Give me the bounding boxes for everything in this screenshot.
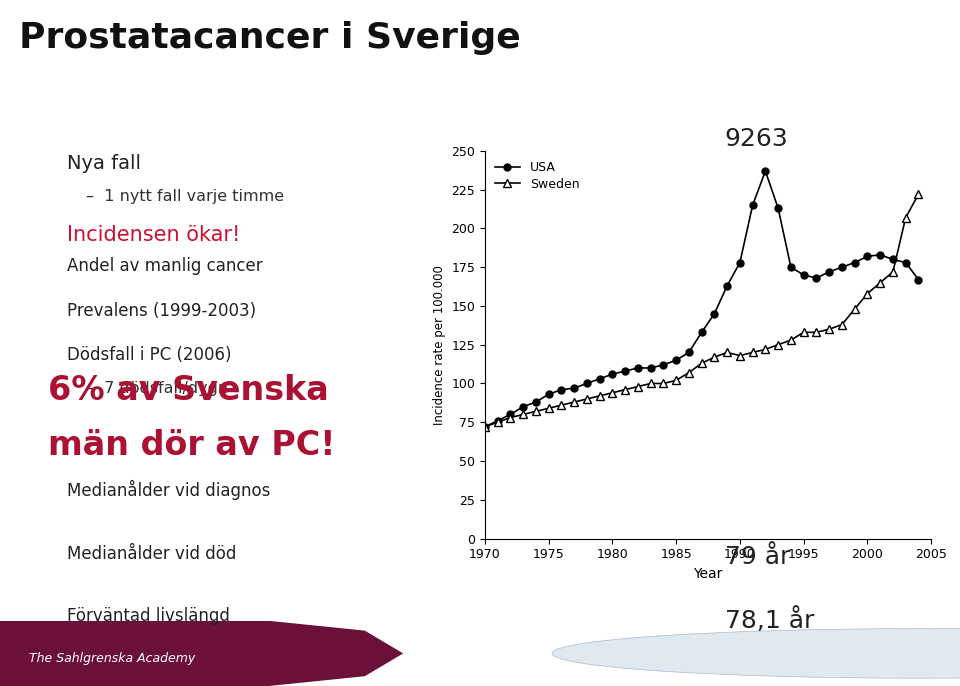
USA	[887, 255, 899, 263]
Sweden	[632, 383, 643, 391]
Sweden	[684, 368, 695, 377]
Sweden	[798, 328, 809, 336]
USA	[708, 309, 720, 318]
USA	[479, 423, 491, 431]
Sweden	[734, 351, 746, 359]
Sweden	[594, 392, 606, 400]
Text: Medianålder vid diagnos: Medianålder vid diagnos	[67, 480, 271, 500]
Sweden	[721, 348, 732, 357]
Sweden	[913, 190, 924, 198]
USA	[645, 364, 657, 372]
Sweden	[875, 279, 886, 287]
Sweden	[810, 328, 822, 336]
USA	[849, 259, 860, 267]
Text: män dör av PC!: män dör av PC!	[48, 429, 335, 462]
USA	[900, 259, 911, 267]
Sweden	[824, 325, 835, 333]
USA	[759, 167, 771, 175]
USA	[607, 370, 618, 378]
Sweden	[645, 379, 657, 388]
Text: Andel av manlig cancer: Andel av manlig cancer	[67, 257, 263, 275]
USA	[773, 204, 784, 213]
Sweden	[556, 401, 567, 410]
USA	[594, 375, 606, 383]
Sweden	[862, 289, 874, 298]
Sweden	[607, 389, 618, 397]
Text: –  1 nytt fall varje timme: – 1 nytt fall varje timme	[86, 189, 284, 204]
Line: USA: USA	[481, 167, 922, 430]
USA	[810, 274, 822, 282]
USA	[505, 410, 516, 418]
Sweden	[747, 348, 758, 357]
X-axis label: Year: Year	[693, 567, 723, 581]
Sweden	[492, 418, 503, 426]
USA	[862, 252, 874, 261]
USA	[619, 367, 631, 375]
Sweden	[568, 398, 580, 406]
Text: 9263: 9263	[725, 127, 788, 151]
USA	[684, 348, 695, 357]
USA	[875, 250, 886, 259]
Sweden	[900, 213, 911, 222]
USA	[785, 263, 797, 272]
Sweden	[849, 305, 860, 314]
Text: 79 år: 79 år	[725, 545, 790, 569]
Text: UNIVERSITY OF GOTHENBURG: UNIVERSITY OF GOTHENBURG	[748, 658, 923, 668]
USA	[747, 201, 758, 209]
Text: 6% av Svenska: 6% av Svenska	[48, 374, 328, 407]
Sweden	[708, 353, 720, 362]
USA	[734, 259, 746, 267]
Sweden	[530, 407, 541, 416]
Sweden	[670, 376, 682, 384]
USA	[581, 379, 592, 388]
USA	[798, 271, 809, 279]
USA	[670, 356, 682, 364]
USA	[492, 416, 503, 425]
Sweden	[836, 320, 848, 329]
USA	[568, 384, 580, 392]
Sweden	[517, 410, 529, 418]
USA	[542, 390, 554, 399]
Polygon shape	[0, 621, 403, 686]
USA	[696, 328, 708, 336]
USA	[556, 386, 567, 394]
USA	[658, 361, 669, 369]
Sweden	[581, 395, 592, 403]
Text: Nya fall: Nya fall	[67, 154, 141, 174]
Text: 78,1 år: 78,1 år	[725, 607, 814, 633]
Sweden	[696, 359, 708, 368]
Sweden	[479, 423, 491, 431]
USA	[824, 268, 835, 276]
Sweden	[505, 414, 516, 422]
Circle shape	[552, 628, 960, 678]
Y-axis label: Incidence rate per 100.000: Incidence rate per 100.000	[433, 265, 445, 425]
Sweden	[773, 341, 784, 349]
Text: The Sahlgrenska Academy: The Sahlgrenska Academy	[29, 652, 195, 665]
USA	[721, 282, 732, 290]
Text: Medianålder vid död: Medianålder vid död	[67, 545, 236, 563]
Text: Dödsfall i PC (2006): Dödsfall i PC (2006)	[67, 346, 231, 364]
Text: Incidensen ökar!: Incidensen ökar!	[67, 225, 241, 245]
Text: –  7 dödsfall/dygn: – 7 dödsfall/dygn	[86, 381, 228, 396]
USA	[517, 403, 529, 411]
Sweden	[542, 404, 554, 412]
USA	[913, 276, 924, 284]
Sweden	[759, 345, 771, 353]
USA	[836, 263, 848, 272]
Line: Sweden: Sweden	[481, 190, 923, 431]
Sweden	[785, 336, 797, 344]
Sweden	[619, 386, 631, 394]
USA	[632, 364, 643, 372]
Text: Förväntad livslängd: Förväntad livslängd	[67, 607, 230, 625]
Sweden	[658, 379, 669, 388]
USA	[530, 398, 541, 406]
Text: Prevalens (1999-2003): Prevalens (1999-2003)	[67, 302, 256, 320]
Text: Prostatacancer i Sverige: Prostatacancer i Sverige	[19, 21, 521, 55]
Sweden	[887, 268, 899, 276]
Legend: USA, Sweden: USA, Sweden	[492, 157, 583, 194]
